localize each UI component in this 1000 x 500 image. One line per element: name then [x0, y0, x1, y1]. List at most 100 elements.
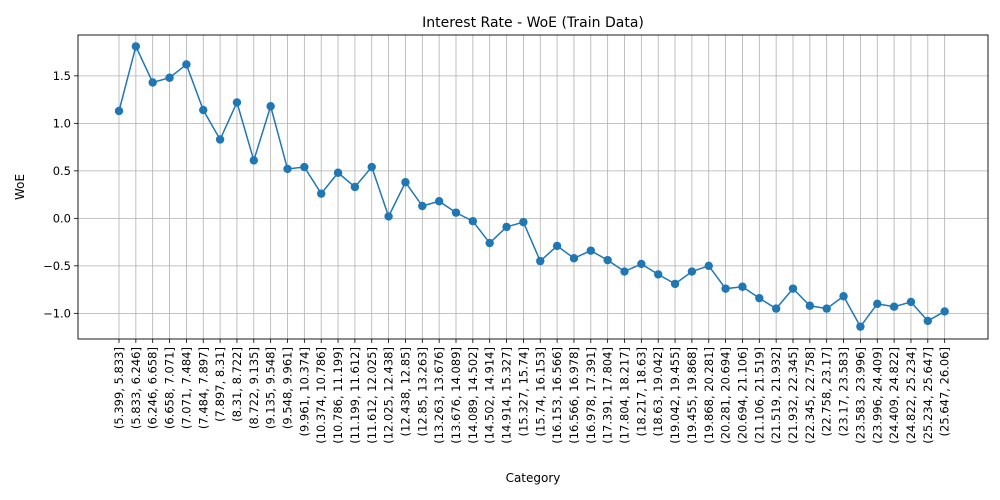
x-tick-label: (13.263, 13.676] [432, 347, 446, 444]
data-point [418, 201, 427, 211]
data-point [350, 182, 360, 192]
data-point [755, 293, 764, 303]
x-tick-label: (6.246, 6.658] [146, 347, 160, 429]
x-tick-label: (19.455, 19.868] [685, 347, 699, 444]
grid-layer [78, 35, 988, 339]
data-point [519, 217, 528, 227]
x-tick-label: (16.566, 16.978] [567, 347, 581, 444]
y-tick-label: 0.0 [53, 211, 71, 225]
data-point [687, 267, 697, 276]
data-point [232, 98, 242, 107]
data-point [468, 217, 478, 226]
data-point [485, 238, 494, 248]
x-tick-label: (23.996, 24.409] [870, 347, 884, 444]
x-tick-label: (16.153, 16.566] [550, 347, 564, 444]
x-tick-label: (24.822, 25.234] [904, 347, 918, 444]
x-tick-label: (11.199, 11.612] [348, 347, 362, 444]
data-point [131, 42, 141, 51]
x-tick-label: (17.391, 17.804] [601, 347, 615, 444]
x-tick-label: (25.234, 25.647] [921, 347, 935, 444]
data-point [788, 284, 798, 293]
x-tick-label: (20.281, 20.694] [719, 347, 733, 444]
x-tick-label: (24.409, 24.822] [887, 347, 901, 444]
x-tick-label: (7.484, 7.897] [196, 347, 210, 429]
x-tick-label: (19.042, 19.455] [668, 347, 682, 444]
chart-title: Interest Rate - WoE (Train Data) [422, 15, 644, 31]
x-tick-label: (21.106, 21.519] [752, 347, 766, 444]
x-tick-label: (12.85, 13.263] [415, 347, 429, 436]
x-tick-label: (17.804, 18.217] [618, 347, 632, 444]
plot-frame [77, 34, 989, 340]
data-point [603, 255, 612, 265]
x-tick-label: (13.676, 14.089] [449, 347, 463, 444]
data-point [586, 246, 595, 255]
x-tick-label: (18.63, 19.042] [651, 347, 665, 436]
series-layer [114, 42, 949, 331]
x-tick-label: (7.071, 7.484] [179, 347, 193, 429]
data-point [721, 284, 730, 293]
x-tick-label: (15.74, 16.153] [533, 347, 547, 436]
data-point [940, 307, 949, 316]
data-point [114, 106, 124, 116]
data-point [620, 267, 629, 276]
y-tick-label: −1.0 [43, 306, 71, 320]
x-tick-label: (15.327, 15.74] [516, 347, 530, 436]
x-tick-label: (8.31, 8.722] [230, 347, 244, 422]
x-tick-label: (14.914, 15.327] [500, 347, 514, 444]
x-tick-label: (19.868, 20.281] [702, 347, 716, 444]
x-tick-label: (9.961, 10.374] [297, 347, 311, 436]
x-tick-label: (9.135, 9.548] [264, 347, 278, 429]
data-point [906, 297, 916, 307]
x-tick-label: (5.399, 5.833] [112, 347, 126, 429]
data-point [451, 208, 461, 217]
data-point [182, 60, 191, 69]
x-tick-label: (11.612, 12.025] [365, 347, 379, 444]
data-point [266, 102, 275, 111]
x-tick-label: (25.647, 26.06] [938, 347, 952, 436]
data-point [873, 299, 882, 309]
x-tick-label: (21.519, 21.932] [769, 347, 783, 444]
y-tick-label: 1.5 [53, 69, 71, 83]
data-point [654, 270, 663, 279]
data-point [738, 282, 747, 291]
data-point [148, 78, 157, 87]
data-point [637, 259, 646, 269]
data-point [249, 156, 258, 165]
data-point [805, 301, 815, 310]
data-point [367, 162, 376, 172]
data-point [822, 304, 831, 313]
x-tick-label: (14.089, 14.502] [466, 347, 480, 444]
data-point [552, 241, 562, 251]
data-point [889, 302, 899, 311]
data-point [199, 105, 208, 115]
data-point [283, 164, 292, 174]
x-tick-label: (23.583, 23.996] [853, 347, 867, 444]
tick-layer: (5.399, 5.833] (5.833, 6.246] (6.246, 6.65… [43, 69, 952, 444]
x-tick-label: (22.345, 22.758] [803, 347, 817, 444]
y-tick-label: 1.0 [53, 116, 71, 130]
x-tick-label: (8.722, 9.135] [247, 347, 261, 429]
data-point [215, 135, 225, 144]
data-point [502, 222, 511, 232]
data-point [569, 254, 579, 263]
x-tick-label: (12.438, 12.85] [398, 347, 412, 436]
x-tick-label: (12.025, 12.438] [382, 347, 396, 444]
data-point [384, 212, 393, 221]
data-point [771, 304, 781, 313]
x-tick-label: (18.217, 18.63] [634, 347, 648, 436]
y-axis-label: WoE [13, 174, 27, 200]
data-point [333, 168, 343, 177]
x-tick-label: (5.833, 6.246] [129, 347, 143, 429]
data-point [434, 197, 444, 206]
data-point [165, 73, 174, 82]
x-tick-label: (10.374, 10.786] [314, 347, 328, 444]
data-point [300, 162, 309, 172]
x-tick-label: (6.658, 7.071] [163, 347, 177, 429]
data-point [856, 322, 865, 331]
data-point [704, 261, 713, 271]
data-point [401, 178, 410, 187]
x-tick-label: (20.694, 21.106] [735, 347, 749, 444]
x-tick-label: (14.502, 14.914] [483, 347, 497, 444]
